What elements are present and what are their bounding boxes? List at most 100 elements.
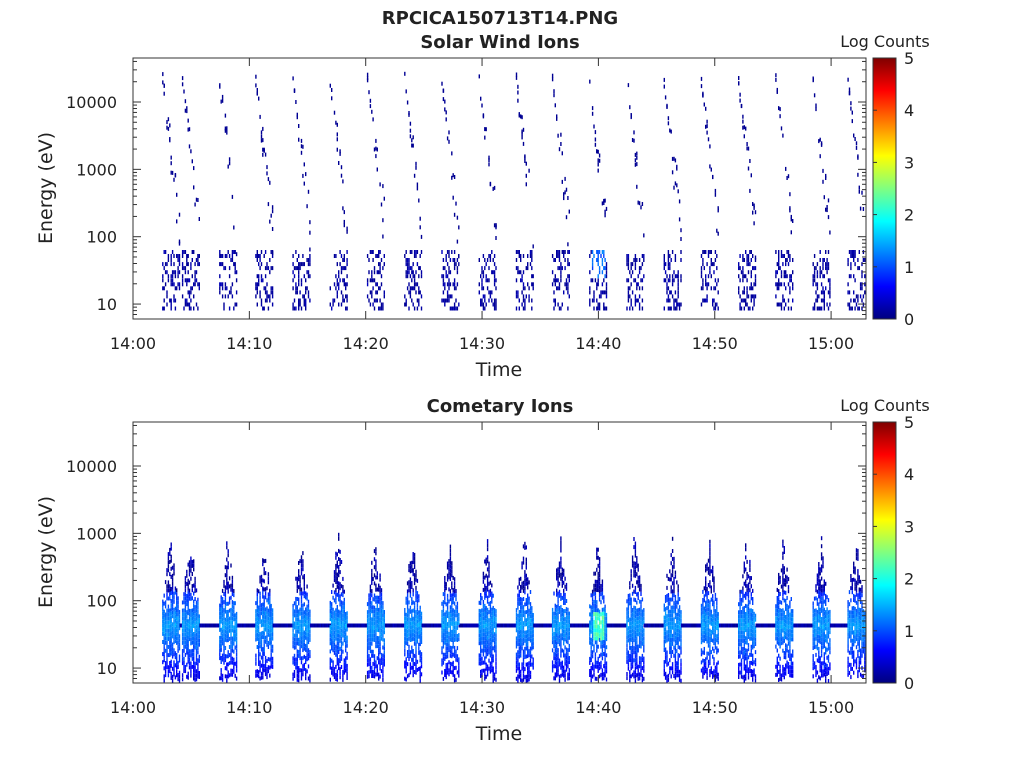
spectrogram-cell <box>298 621 300 626</box>
spectrogram-cell <box>376 611 378 616</box>
spectrogram-cell <box>300 559 303 564</box>
spectrogram-cell <box>858 266 860 271</box>
spectrogram-cell <box>369 98 372 103</box>
spectrogram-cell <box>290 623 293 628</box>
spectrogram-cell <box>338 609 340 614</box>
spectrogram-cell <box>491 290 493 295</box>
spectrogram-cell <box>604 213 606 218</box>
spectrogram-cell <box>259 599 261 604</box>
spectrogram-cell <box>604 198 606 203</box>
spectrogram-cell <box>412 608 414 613</box>
spectrogram-cell <box>408 568 410 573</box>
spectrogram-cell <box>415 594 417 598</box>
spectrogram-cell <box>792 270 794 275</box>
spectrogram-cell <box>263 286 265 291</box>
spectrogram-cell <box>522 298 525 303</box>
spectrogram-cell <box>258 621 260 626</box>
spectrogram-cell <box>630 266 632 271</box>
spectrogram-cell <box>343 223 345 228</box>
spectrogram-cell <box>332 648 334 653</box>
spectrogram-cell <box>190 629 192 634</box>
spectrogram-cell <box>596 306 598 311</box>
spectrogram-cell <box>405 274 407 279</box>
spectrogram-cell <box>177 660 179 665</box>
spectrogram-cell <box>379 626 381 631</box>
spectrogram-cell <box>255 661 257 666</box>
spectrogram-cell <box>178 646 181 651</box>
spectrogram-cell <box>673 302 675 307</box>
spectrogram-cell <box>171 282 174 287</box>
spectrogram-cell <box>750 282 752 287</box>
spectrogram-cell <box>331 622 333 627</box>
spectrogram-cell <box>170 591 172 595</box>
spectrogram-cell <box>197 605 199 610</box>
spectrogram-cell <box>194 278 196 283</box>
spectrogram-cell <box>186 622 188 627</box>
spectrogram-cell <box>195 653 198 658</box>
spectrogram-cell <box>260 607 263 612</box>
spectrogram-cell <box>378 599 380 604</box>
spectrogram-cell <box>409 589 412 594</box>
spectrogram-cell <box>405 633 407 637</box>
spectrogram-cell <box>224 573 227 578</box>
spectrogram-cell <box>372 117 374 122</box>
spectrogram-cell <box>739 302 741 307</box>
spectrogram-cell <box>375 547 377 552</box>
spectrogram-cell <box>174 606 177 611</box>
spectrogram-cell <box>329 83 331 88</box>
spectrogram-cell <box>451 613 453 618</box>
spectrogram-cell <box>303 586 305 591</box>
spectrogram-cell <box>556 114 558 119</box>
spectrogram-cell <box>235 640 238 645</box>
spectrogram-cell <box>605 294 608 299</box>
spectrogram-cell <box>438 623 440 628</box>
spectrogram-cell <box>820 270 823 275</box>
spectrogram-cell <box>174 590 177 595</box>
spectrogram-cell <box>190 653 192 658</box>
spectrogram-cell <box>234 262 236 267</box>
spectrogram-cell <box>752 210 754 215</box>
spectrogram-cell <box>829 290 831 295</box>
spectrogram-cell <box>338 161 340 165</box>
spectrogram-cell <box>366 646 369 651</box>
spectrogram-cell <box>710 250 712 254</box>
spectrogram-cell <box>271 302 274 307</box>
spectrogram-cell <box>307 636 310 641</box>
spectrogram-cell <box>190 596 192 601</box>
spectrogram-cell <box>859 282 862 287</box>
spectrogram-cell <box>598 270 601 275</box>
spectrogram-cell <box>305 611 307 616</box>
spectrogram-cell <box>300 656 303 661</box>
spectrogram-cell <box>345 660 347 665</box>
spectrogram-cell <box>375 298 377 303</box>
spectrogram-cell <box>188 620 191 625</box>
spectrogram-cell <box>333 282 336 287</box>
spectrogram-cell <box>750 294 752 299</box>
spectrogram-cell <box>266 266 268 271</box>
spectrogram-cell <box>231 592 234 596</box>
spectrogram-cell <box>323 623 326 628</box>
spectrogram-cell <box>823 274 825 279</box>
spectrogram-cell <box>177 665 179 669</box>
spectrogram-cell <box>306 653 308 658</box>
spectrogram-cell <box>181 661 184 666</box>
spectrogram-cell <box>669 266 671 271</box>
spectrogram-cell <box>779 302 781 307</box>
spectrogram-cell <box>444 669 446 673</box>
spectrogram-cell <box>233 637 235 642</box>
spectrogram-cell <box>255 633 257 638</box>
spectrogram-cell <box>626 254 628 258</box>
spectrogram-cell <box>190 621 192 626</box>
spectrogram-cell <box>792 282 794 287</box>
spectrogram-cell <box>263 631 265 636</box>
spectrogram-cell <box>298 124 300 128</box>
spectrogram-cell <box>703 102 705 107</box>
spectrogram-cell <box>597 302 599 307</box>
spectrogram-cell <box>446 601 449 606</box>
spectrogram-cell <box>258 649 260 654</box>
spectrogram-cell <box>262 614 264 619</box>
spectrogram-cell <box>219 250 221 254</box>
spectrogram-cell <box>663 306 665 311</box>
spectrogram-cell <box>418 302 420 307</box>
spectrogram-cell <box>339 654 341 659</box>
